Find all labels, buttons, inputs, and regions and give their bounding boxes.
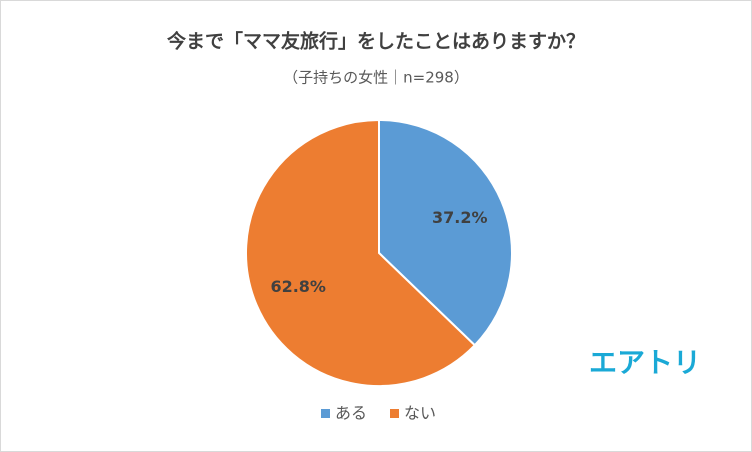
logo: エアトリ [589,346,701,379]
data-label: 62.8% [270,277,326,296]
data-label: 37.2% [432,208,488,227]
legend-swatch [321,409,330,418]
chart-title: 今まで「ママ友旅行」をしたことはありますか？ [166,30,585,53]
legend-label: ない [404,404,436,423]
pie-slice [378,118,513,347]
legend-label: ある [335,404,367,423]
pie-slice [245,118,477,387]
chart-subtitle: （子持ちの女性｜n=298） [283,69,469,87]
legend-swatch [390,409,399,418]
